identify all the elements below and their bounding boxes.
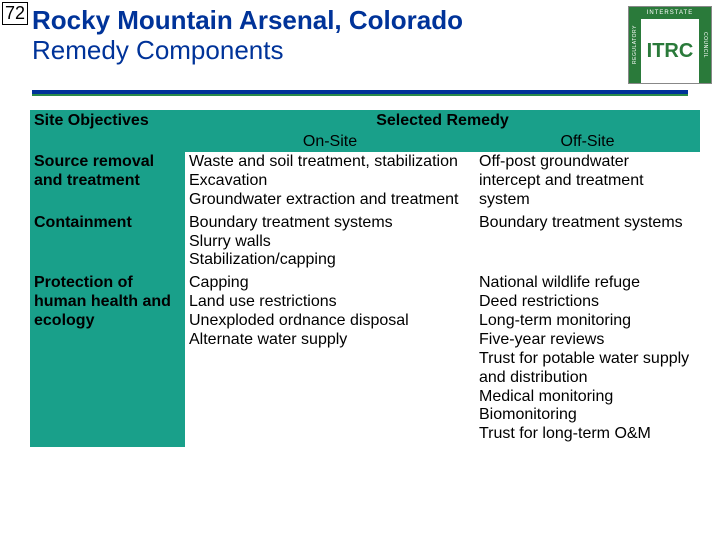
logo-top-text: INTERSTATE <box>641 7 699 19</box>
row-head: Protection of human health and ecology <box>30 273 185 447</box>
header-site-objectives: Site Objectives <box>30 110 185 152</box>
row-head: Containment <box>30 213 185 274</box>
logo-center-text: ITRC <box>641 19 699 83</box>
page-subtitle: Remedy Components <box>32 36 628 66</box>
subheader-offsite: Off-Site <box>475 132 700 152</box>
remedy-table: Site Objectives Selected Remedy On-Site … <box>30 110 700 447</box>
title-block: Rocky Mountain Arsenal, Colorado Remedy … <box>32 6 628 84</box>
logo-right-text: COUNCIL <box>699 7 711 83</box>
table-row: Source removal and treatment Waste and s… <box>30 152 700 213</box>
header-selected-remedy: Selected Remedy <box>185 110 700 132</box>
page-title: Rocky Mountain Arsenal, Colorado <box>32 6 628 36</box>
logo-left-text: REGULATORY <box>629 7 641 83</box>
title-rule <box>32 90 688 96</box>
table-row: Protection of human health and ecology C… <box>30 273 700 447</box>
cell-onsite: Boundary treatment systemsSlurry wallsSt… <box>185 213 475 274</box>
row-head: Source removal and treatment <box>30 152 185 213</box>
cell-onsite: Waste and soil treatment, stabilizationE… <box>185 152 475 213</box>
cell-offsite: Boundary treatment systems <box>475 213 700 274</box>
subheader-onsite: On-Site <box>185 132 475 152</box>
header: Rocky Mountain Arsenal, Colorado Remedy … <box>0 0 720 84</box>
table-header-row: Site Objectives Selected Remedy <box>30 110 700 132</box>
remedy-table-wrap: Site Objectives Selected Remedy On-Site … <box>30 110 700 447</box>
slide-number: 72 <box>2 2 28 25</box>
cell-offsite: National wildlife refugeDeed restriction… <box>475 273 700 447</box>
cell-offsite: Off-post groundwater intercept and treat… <box>475 152 700 213</box>
cell-onsite: CappingLand use restrictionsUnexploded o… <box>185 273 475 447</box>
table-row: Containment Boundary treatment systemsSl… <box>30 213 700 274</box>
itrc-logo: REGULATORY INTERSTATE ITRC COUNCIL <box>628 6 712 84</box>
